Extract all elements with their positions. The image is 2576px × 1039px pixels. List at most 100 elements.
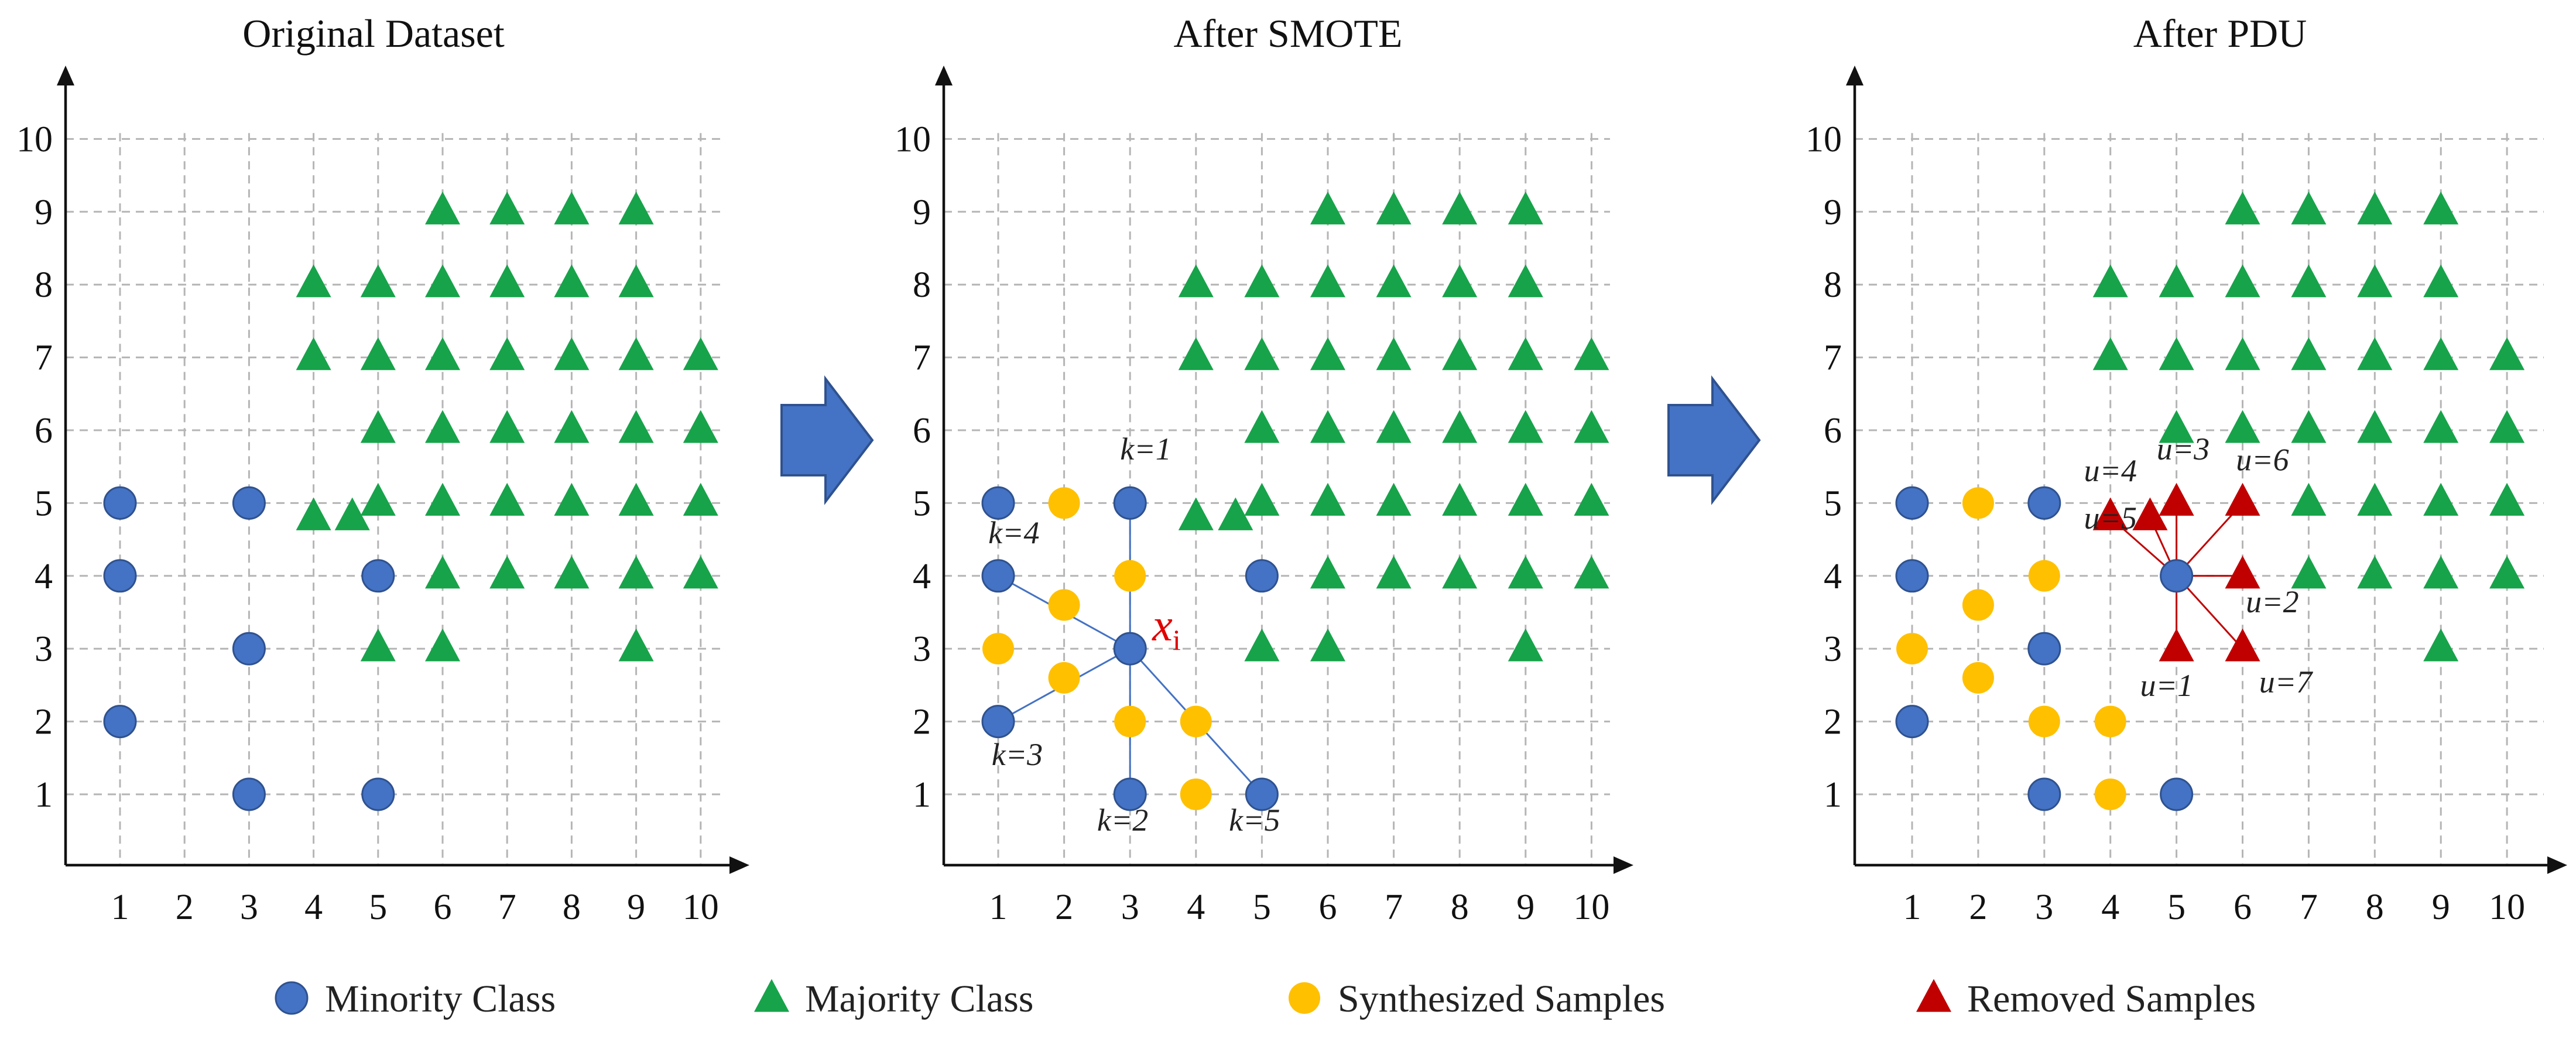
majority-class-point (2423, 337, 2459, 371)
y-tick-label: 2 (913, 702, 931, 742)
x-axis-arrowhead (729, 856, 749, 874)
majority-class-point (1574, 555, 1609, 589)
majority-class-point (2159, 337, 2194, 371)
majority-class-point (2357, 410, 2393, 443)
minority-class-point (2160, 777, 2194, 811)
majority-class-point (1442, 410, 1478, 443)
majority-class-point (1442, 337, 1478, 371)
majority-class-point (1376, 482, 1412, 516)
majority-class-point (1178, 337, 1214, 371)
annotation-label: k=3 (992, 737, 1043, 772)
x-tick-label: 7 (1385, 887, 1403, 927)
majority-class-point (1244, 337, 1280, 371)
majority-class-point (2291, 482, 2327, 516)
majority-class-point (2291, 264, 2327, 297)
x-tick-label: 9 (627, 887, 645, 927)
x-tick-label: 8 (1451, 887, 1469, 927)
minority-class-point (1113, 777, 1147, 811)
x-tick-label: 10 (2489, 887, 2525, 927)
series-minority-class (981, 486, 1279, 811)
x-axis-arrowhead (2547, 856, 2567, 874)
legend-majority-class-swatch (754, 979, 789, 1012)
x-tick-label: 7 (2300, 887, 2318, 927)
x-tick-label: 3 (1121, 887, 1139, 927)
majority-class-point (2291, 337, 2327, 371)
majority-class-point (425, 482, 460, 516)
panel-after-smote: After SMOTE 1 2 3 4 5 6 7 8 9 10 1 2 3 4 5 6 7 8 9 10 k=1 k=4 k… (895, 11, 1633, 927)
x-tick-label: 4 (304, 887, 323, 927)
majority-class-point (360, 337, 396, 371)
majority-class-point (1442, 482, 1478, 516)
synthesized-samples-point (1962, 589, 1994, 621)
majority-class-point (2423, 482, 2459, 516)
majority-class-point (1310, 628, 1345, 661)
majority-class-point (1244, 628, 1280, 661)
y-tick-label: 2 (1824, 702, 1842, 742)
series-synthesized-samples (1896, 487, 2126, 810)
x-tick-label: 8 (2366, 887, 2384, 927)
majority-class-point (2291, 410, 2327, 443)
majority-class-point (554, 410, 590, 443)
majority-class-point (1508, 264, 1543, 297)
synthesized-samples-point (1962, 661, 1994, 694)
y-tick-label: 4 (35, 557, 53, 596)
majority-class-point (554, 482, 590, 516)
synthesized-samples-point (1180, 779, 1212, 810)
majority-class-point (2423, 410, 2459, 443)
legend-synthesized-samples-swatch (1289, 982, 1320, 1014)
majority-class-point (618, 410, 654, 443)
minority-class-point (2160, 559, 2194, 593)
y-tick-label: 10 (16, 119, 53, 159)
majority-class-point (1376, 337, 1412, 371)
majority-class-point (2225, 410, 2260, 443)
majority-class-point (2357, 482, 2393, 516)
y-tick-label: 3 (913, 629, 931, 669)
majority-class-point (2225, 264, 2260, 297)
majority-class-point (1376, 410, 1412, 443)
synthesized-samples-point (982, 633, 1014, 665)
legend-label: Synthesized Samples (1338, 978, 1665, 1020)
y-tick-label: 6 (1824, 411, 1842, 451)
removed-samples-point (2159, 628, 2194, 661)
legend-removed-samples-swatch (1916, 979, 1951, 1012)
annotation-label: u=5 (2084, 500, 2137, 536)
annotation-label: u=7 (2259, 664, 2313, 699)
y-axis-arrowhead (57, 66, 74, 85)
panel-title: After SMOTE (1174, 11, 1403, 56)
y-tick-label: 8 (1824, 265, 1842, 305)
legend-item-majority-class: Majority Class (754, 978, 1034, 1020)
majority-class-point (1442, 264, 1478, 297)
y-tick-label: 5 (913, 484, 931, 523)
annotation-label: k=2 (1097, 803, 1148, 838)
synthesized-samples-point (2028, 705, 2060, 738)
x-tick-label: 7 (498, 887, 516, 927)
gridlines (944, 133, 1610, 865)
majority-class-point (2489, 555, 2525, 589)
majority-class-point (2423, 555, 2459, 589)
legend-label: Majority Class (805, 978, 1034, 1020)
minority-class-point (232, 632, 266, 666)
y-tick-label: 5 (35, 484, 53, 523)
majority-class-point (1442, 555, 1478, 589)
majority-class-point (618, 264, 654, 297)
majority-class-point (489, 482, 525, 516)
majority-class-point (683, 337, 718, 371)
majority-class-point (618, 555, 654, 589)
series-majority-class (1178, 191, 1609, 661)
majority-class-point (2159, 264, 2194, 297)
majority-class-point (2092, 264, 2128, 297)
x-tick-label: 6 (434, 887, 452, 927)
annotation-label: u=1 (2140, 668, 2193, 703)
majority-class-point (618, 628, 654, 661)
removed-samples-point (2225, 482, 2260, 516)
minority-class-point (103, 559, 137, 593)
minority-class-point (2027, 777, 2061, 811)
majority-class-point (2423, 264, 2459, 297)
annotation-label: k=5 (1229, 803, 1280, 838)
majority-class-point (1508, 191, 1543, 225)
y-tick-label: 5 (1824, 484, 1842, 523)
series-synthesized-samples (982, 487, 1212, 810)
synthesized-samples-point (1048, 661, 1080, 694)
synthesized-samples-point (1114, 705, 1146, 738)
majority-class-point (554, 555, 590, 589)
